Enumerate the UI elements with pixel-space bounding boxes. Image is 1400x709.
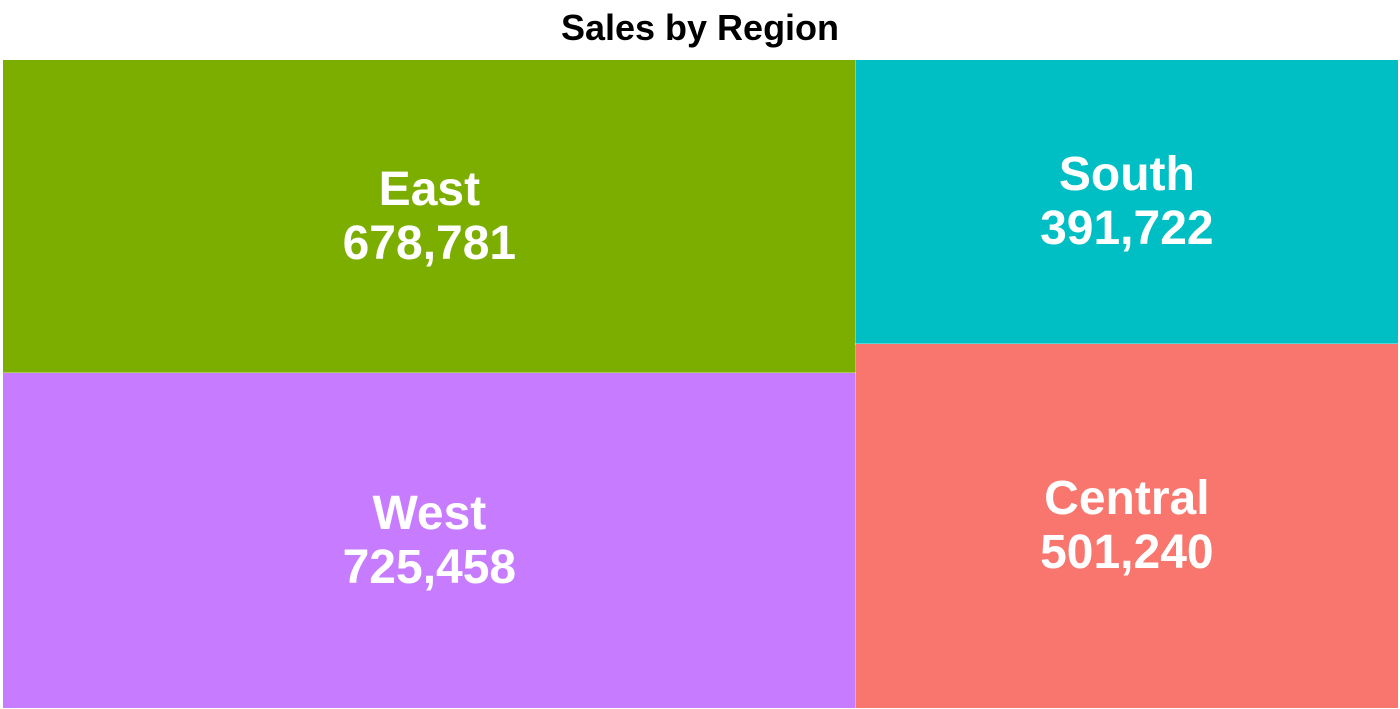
tile-label: Central bbox=[1044, 472, 1210, 526]
tile-label: South bbox=[1058, 148, 1195, 202]
tile-value: 501,240 bbox=[1040, 526, 1214, 580]
tile-west: West 725,458 bbox=[2, 372, 857, 709]
tile-value: 678,781 bbox=[342, 216, 517, 270]
chart-title: Sales by Region bbox=[560, 7, 840, 48]
tile-label: East bbox=[378, 162, 481, 216]
tile-value: 391,722 bbox=[1040, 202, 1214, 256]
tile-east: East 678,781 bbox=[2, 58, 857, 375]
tile-label: West bbox=[372, 486, 487, 540]
treemap: East 678,781 West 725,458 South 391,722 Centra… bbox=[2, 58, 1399, 709]
tile-central: Central 501,240 bbox=[854, 343, 1399, 709]
tile-south: South 391,722 bbox=[854, 58, 1399, 346]
tile-value: 725,458 bbox=[342, 540, 517, 594]
